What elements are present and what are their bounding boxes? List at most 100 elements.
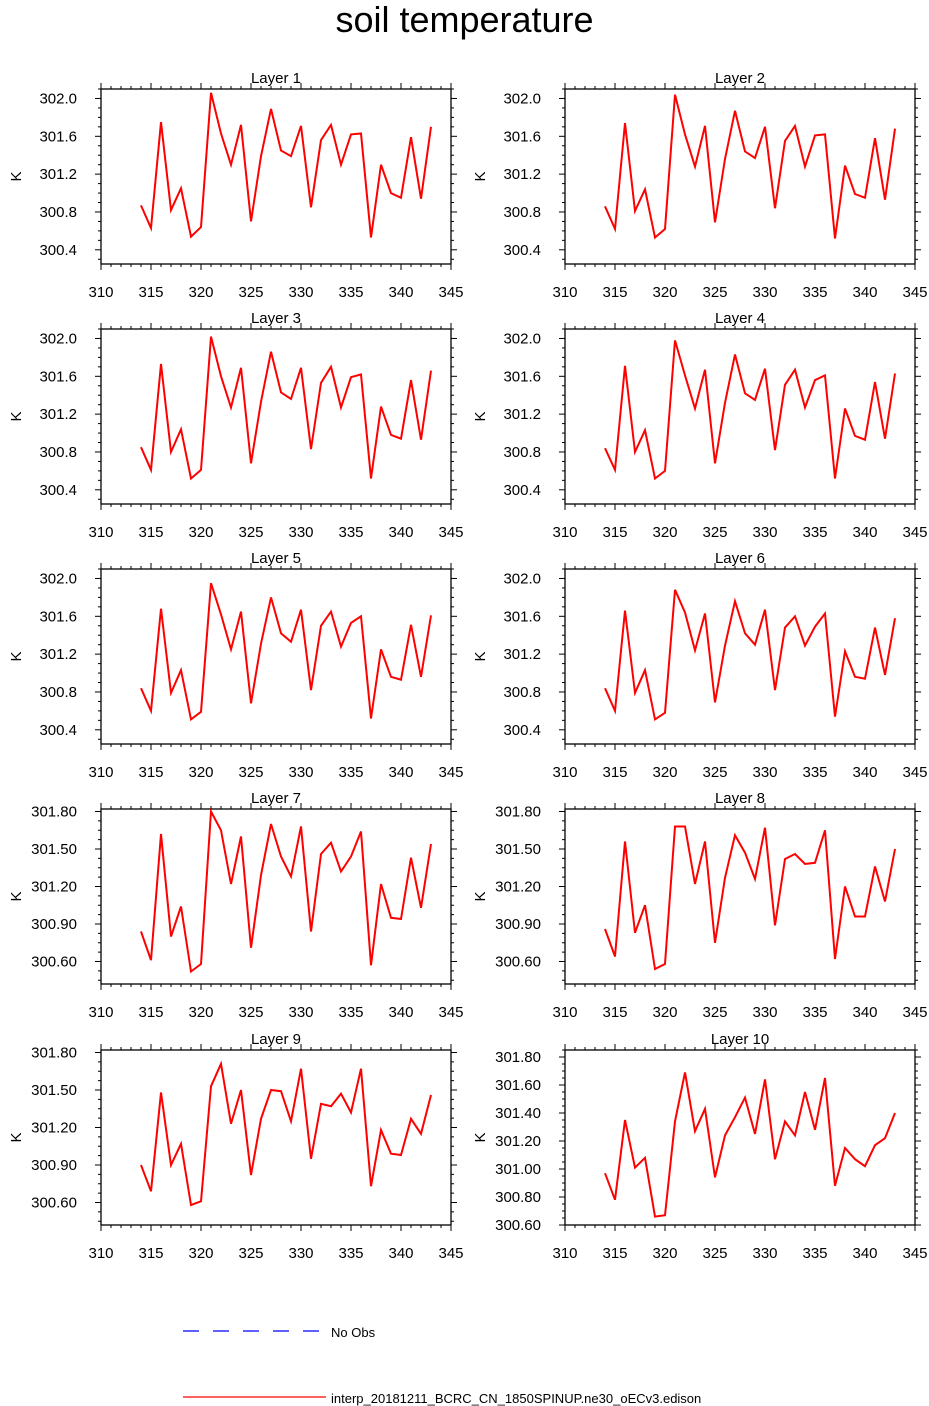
y-tick-label: 301.6 [39,128,77,145]
x-tick-label: 345 [438,1245,463,1262]
plot-frame [564,1049,916,1226]
x-tick-label: 310 [88,1245,113,1262]
y-tick-label: 300.8 [39,684,77,701]
y-axis-label: K [8,411,25,421]
y-tick-label: 301.2 [503,646,541,663]
x-tick-label: 325 [238,524,263,541]
y-axis-label: K [472,891,489,901]
x-tick-label: 330 [288,284,313,301]
x-tick-label: 325 [238,1004,263,1021]
x-tick-label: 330 [752,1245,777,1262]
x-tick-label: 320 [188,524,213,541]
x-tick-label: 315 [602,764,627,781]
panel-layer-7: Layer 7 K 310 315 320 325 330 335 340 345 300.60 30… [8,790,464,1021]
y-tick-label: 301.50 [31,1082,77,1099]
y-tick-label: 300.8 [503,684,541,701]
x-tick-label: 345 [902,1245,927,1262]
plot-frame [100,808,452,985]
y-tick-label: 301.50 [31,841,77,858]
y-tick-label: 301.6 [39,368,77,385]
x-tick-label: 320 [652,284,677,301]
x-tick-label: 345 [438,1004,463,1021]
series-line-model [140,1060,432,1207]
panel-title: Layer 9 [251,1031,301,1048]
plot-frame [564,568,916,745]
x-tick-label: 330 [288,764,313,781]
y-axis-label: K [8,1132,25,1142]
y-tick-label: 301.6 [503,368,541,385]
y-tick-label: 302.0 [39,90,77,107]
x-tick-label: 320 [652,1004,677,1021]
panel-title: Layer 5 [251,550,301,567]
y-tick-label: 300.90 [495,916,541,933]
series-line-model [604,825,896,971]
x-tick-label: 335 [802,1245,827,1262]
x-tick-label: 325 [702,284,727,301]
x-tick-label: 315 [602,284,627,301]
x-tick-label: 340 [852,284,877,301]
x-tick-label: 340 [852,524,877,541]
x-tick-label: 325 [702,764,727,781]
x-tick-label: 335 [802,284,827,301]
y-axis-label: K [472,411,489,421]
x-tick-label: 330 [288,1004,313,1021]
x-tick-label: 340 [388,1245,413,1262]
x-tick-label: 315 [602,524,627,541]
plot-frame [564,88,916,265]
x-tick-label: 340 [852,1245,877,1262]
panel-layer-8: Layer 8 K 310 315 320 325 330 335 340 345 300.60 30… [472,790,928,1021]
y-axis-label: K [472,651,489,661]
y-tick-label: 301.80 [495,1049,541,1066]
y-tick-label: 300.60 [495,1217,541,1234]
y-tick-label: 301.20 [31,879,77,896]
x-tick-label: 325 [702,524,727,541]
x-tick-label: 320 [188,764,213,781]
y-tick-label: 301.20 [495,879,541,896]
y-axis-label: K [8,891,25,901]
x-tick-label: 310 [552,1004,577,1021]
y-tick-label: 300.90 [31,1157,77,1174]
panels-group: Layer 1 K 310 315 320 325 330 335 340 345 300.4 300… [8,70,928,1262]
x-tick-label: 330 [752,524,777,541]
y-tick-label: 301.80 [31,804,77,821]
y-tick-label: 300.60 [31,954,77,971]
x-tick-label: 345 [438,764,463,781]
y-tick-label: 301.2 [503,406,541,423]
x-tick-label: 340 [852,1004,877,1021]
y-tick-label: 300.4 [39,482,77,499]
x-tick-label: 345 [902,1004,927,1021]
panel-title: Layer 7 [251,790,301,807]
x-tick-label: 335 [802,764,827,781]
y-tick-label: 301.6 [39,608,77,625]
plot-frame [564,328,916,505]
y-tick-label: 300.4 [503,482,541,499]
panel-layer-3: Layer 3 K 310 315 320 325 330 335 340 345 300.4 300… [8,310,464,541]
y-tick-label: 300.8 [39,204,77,221]
x-tick-label: 330 [288,1245,313,1262]
x-tick-label: 325 [238,1245,263,1262]
x-tick-label: 320 [188,284,213,301]
x-tick-label: 320 [188,1004,213,1021]
panel-layer-10: Layer 10 K 310 315 320 325 330 335 340 345 300.60 3… [472,1031,928,1262]
x-tick-label: 315 [138,1245,163,1262]
x-tick-label: 330 [752,284,777,301]
x-tick-label: 345 [902,284,927,301]
plot-frame [100,568,452,745]
y-tick-label: 300.4 [39,722,77,739]
y-tick-label: 301.6 [503,608,541,625]
x-tick-label: 315 [138,764,163,781]
x-tick-label: 335 [802,1004,827,1021]
y-tick-label: 300.4 [39,242,77,259]
y-tick-label: 302.0 [39,570,77,587]
y-tick-label: 301.50 [495,841,541,858]
panel-layer-6: Layer 6 K 310 315 320 325 330 335 340 345 300.4 300… [472,550,928,781]
panel-title: Layer 8 [715,790,765,807]
panel-layer-2: Layer 2 K 310 315 320 325 330 335 340 345 300.4 300… [472,70,928,301]
y-axis-label: K [8,171,25,181]
plot-frame [564,808,916,985]
x-tick-label: 345 [438,284,463,301]
y-tick-label: 300.4 [503,722,541,739]
x-tick-label: 310 [88,524,113,541]
plot-frame [100,1049,452,1226]
